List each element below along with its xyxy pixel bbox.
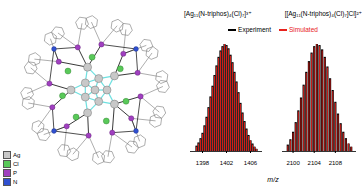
svg-text:1406: 1406 [244,160,258,166]
html-text:Simulated: Simulated [289,26,318,33]
svg-text:2100: 2100 [286,160,300,166]
html-text:N: N [13,178,18,185]
html-text:[[Ag₁₁(N-triphos)₄(Cl)₇]Cl]²⁺: [[Ag₁₁(N-triphos)₄(Cl)₇]Cl]²⁺ [284,10,362,17]
html-text:Cl: Cl [13,160,19,167]
svg-text:2104: 2104 [308,160,322,166]
svg-text:1402: 1402 [220,160,234,166]
html-text:[Ag₁₁(N-triphos)₄(Cl)₇]³⁺: [Ag₁₁(N-triphos)₄(Cl)₇]³⁺ [184,10,252,17]
svg-text:2108: 2108 [329,160,343,166]
html-text:P: P [13,169,17,176]
html-text:Experiment: Experiment [238,26,271,33]
html-text:m/z: m/z [267,176,279,183]
svg-text:1398: 1398 [196,160,210,166]
html-text:Ag: Ag [13,151,21,158]
